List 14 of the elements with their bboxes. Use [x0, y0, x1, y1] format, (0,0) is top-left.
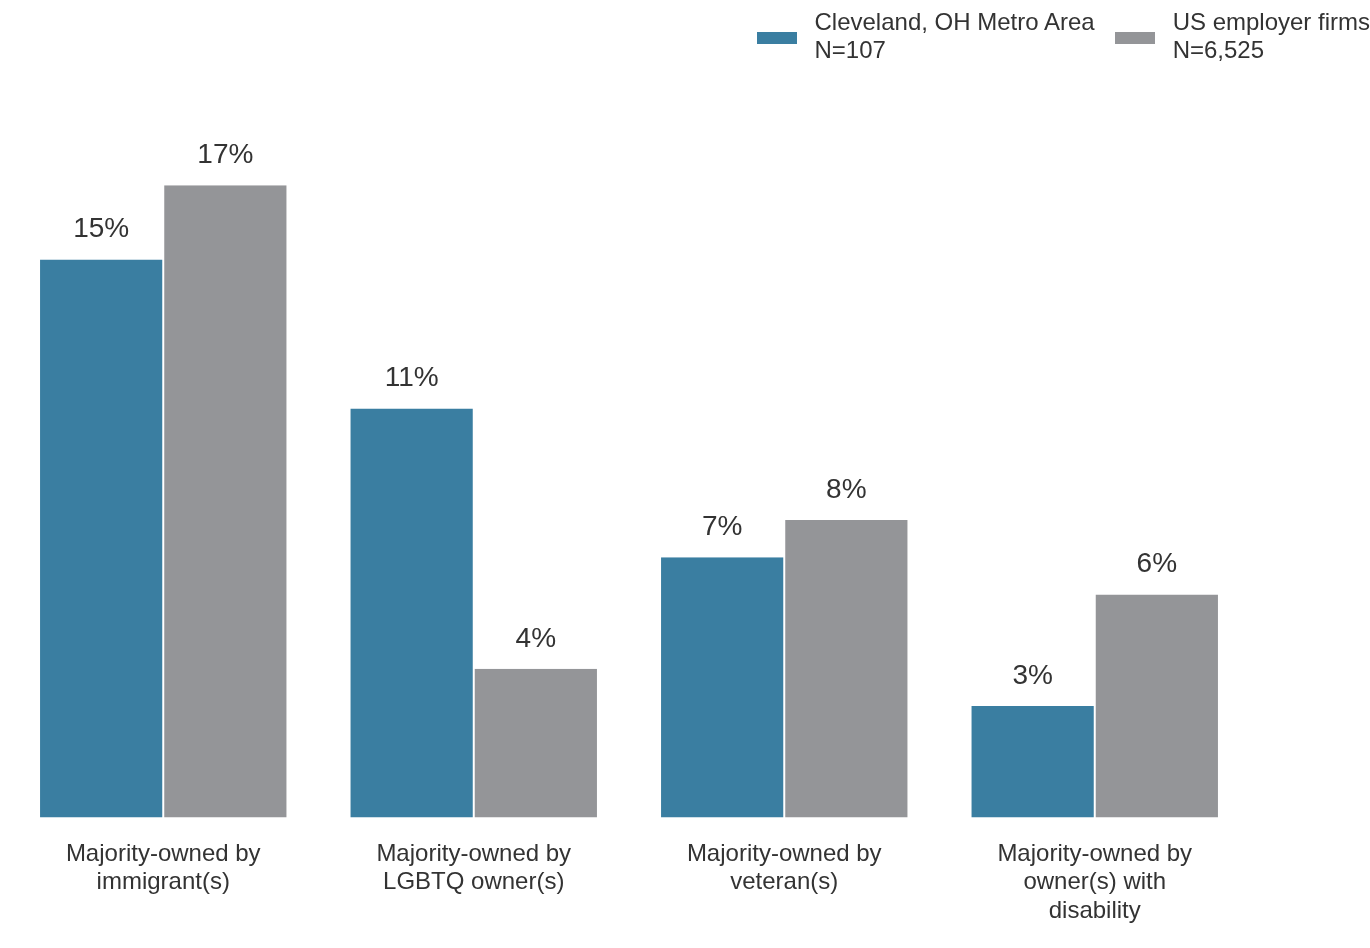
x-tick-label: Majority-owned by LGBTQ owner(s): [376, 838, 572, 895]
data-label: 3%: [1012, 658, 1053, 690]
data-label: 11%: [384, 361, 439, 393]
x-tick-label: Majority-owned by immigrant(s): [65, 838, 261, 895]
legend-label: US employer firms N=6,525: [1172, 8, 1370, 64]
x-tick-label: Majority-owned by veteran(s): [686, 838, 882, 895]
data-label: 15%: [73, 212, 130, 244]
x-tick-label: Majority-owned by owner(s) with disability: [997, 838, 1193, 924]
data-label: 8%: [826, 472, 867, 504]
data-label: 4%: [515, 621, 557, 653]
legend-label: Cleveland, OH Metro Area N=107: [814, 8, 1095, 64]
data-label: 17%: [197, 137, 254, 169]
data-label: 7%: [701, 509, 743, 541]
data-label: 6%: [1136, 547, 1178, 579]
